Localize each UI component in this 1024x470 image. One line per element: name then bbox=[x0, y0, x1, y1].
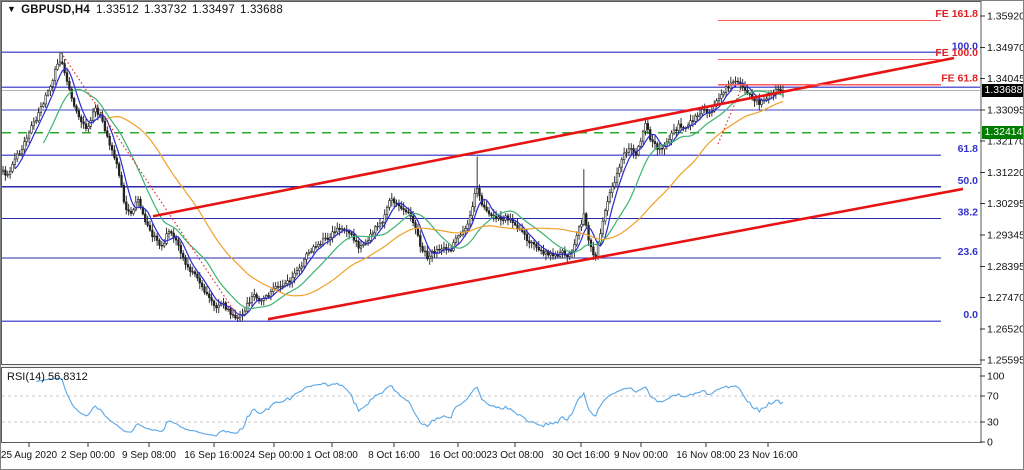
time-axis[interactable] bbox=[1, 444, 1023, 469]
date-tick-label: 9 Sep 08:00 bbox=[122, 450, 176, 461]
price-tick-label: 1.31220 bbox=[987, 167, 1024, 179]
date-tick-label: 9 Nov 00:00 bbox=[614, 450, 668, 461]
fib-level-label: 23.6 bbox=[958, 246, 979, 258]
ma-medium bbox=[42, 88, 784, 310]
rsi-indicator bbox=[2, 377, 980, 437]
main-plot-area[interactable] bbox=[1, 1, 981, 365]
date-tick-label: 2 Sep 00:00 bbox=[61, 450, 115, 461]
rsi-scale-label: 30 bbox=[987, 417, 999, 429]
rsi-scale-label: 70 bbox=[987, 390, 999, 402]
open-value: 1.33512 bbox=[96, 4, 139, 16]
fib-level-label: 50.0 bbox=[958, 175, 979, 187]
date-tick-label: 25 Aug 2020 bbox=[1, 450, 58, 461]
date-tick-label: 8 Oct 16:00 bbox=[368, 450, 420, 461]
price-axis[interactable] bbox=[981, 1, 1023, 443]
symbol-timeframe-label: GBPUSD,H4 bbox=[21, 4, 91, 16]
fib-level-label: 100.0 bbox=[952, 40, 978, 52]
rsi-line bbox=[36, 377, 784, 437]
fib-level-label: 38.2 bbox=[958, 207, 979, 219]
fib-expansion-label: FE 61.8 bbox=[941, 72, 978, 84]
date-tick-label: 16 Sep 16:00 bbox=[184, 450, 244, 461]
rsi-indicator-label: RSI(14) 56.8312 bbox=[7, 371, 88, 383]
rsi-scale-label: 100 bbox=[987, 371, 1005, 383]
background-levels bbox=[2, 51, 980, 322]
close-value: 1.33688 bbox=[239, 4, 283, 16]
date-tick-label: 16 Nov 08:00 bbox=[676, 450, 736, 461]
fib-expansion-label: FE 161.8 bbox=[935, 8, 978, 20]
rsi-plot-area[interactable] bbox=[1, 368, 981, 443]
price-tick-label: 1.35920 bbox=[987, 11, 1024, 23]
fib-level-label: 61.8 bbox=[958, 143, 979, 155]
drawn-objects[interactable] bbox=[60, 19, 964, 322]
ma-fast bbox=[14, 68, 784, 317]
price-tick-label: 1.33095 bbox=[987, 105, 1024, 117]
price-tick-label: 1.28395 bbox=[987, 261, 1024, 273]
fib-expansion-label: FE 100.0 bbox=[935, 47, 978, 59]
price-tick-label: 1.29345 bbox=[987, 230, 1024, 242]
current-price-badge: 1.33688 bbox=[982, 83, 1023, 97]
price-tick-label: 1.30295 bbox=[987, 198, 1024, 210]
date-tick-label: 23 Nov 16:00 bbox=[738, 450, 798, 461]
fib-level-label: 0.0 bbox=[963, 309, 978, 321]
moving-averages bbox=[14, 68, 784, 317]
date-tick-label: 23 Oct 08:00 bbox=[486, 450, 544, 461]
chevron-down-icon[interactable]: ▼ bbox=[7, 4, 17, 14]
fib-expansion-connector[interactable] bbox=[717, 83, 744, 145]
date-tick-label: 24 Sep 00:00 bbox=[244, 450, 304, 461]
price-tick-label: 1.27470 bbox=[987, 292, 1024, 304]
price-tick-label: 1.34045 bbox=[987, 73, 1024, 85]
date-tick-label: 16 Oct 00:00 bbox=[429, 450, 487, 461]
marked-level-badge: 1.32414 bbox=[982, 126, 1023, 140]
price-tick-label: 1.34970 bbox=[987, 42, 1024, 54]
ohlc-info-line: ▼ GBPUSD,H4 1.33512 1.33732 1.33497 1.33688 bbox=[7, 4, 288, 16]
date-tick-label: 30 Oct 16:00 bbox=[552, 450, 610, 461]
price-tick-label: 1.26520 bbox=[987, 324, 1024, 336]
channel-lower-trendline[interactable] bbox=[267, 187, 964, 321]
axes: 1.359201.349701.340451.330951.321701.312… bbox=[1, 1, 1024, 461]
ma-slow bbox=[107, 100, 784, 297]
date-tick-label: 1 Oct 08:00 bbox=[306, 450, 358, 461]
rsi-scale-label: 0 bbox=[987, 437, 993, 449]
price-tick-label: 1.25595 bbox=[987, 354, 1024, 366]
high-value: 1.33732 bbox=[144, 4, 187, 16]
low-value: 1.33497 bbox=[191, 4, 235, 16]
